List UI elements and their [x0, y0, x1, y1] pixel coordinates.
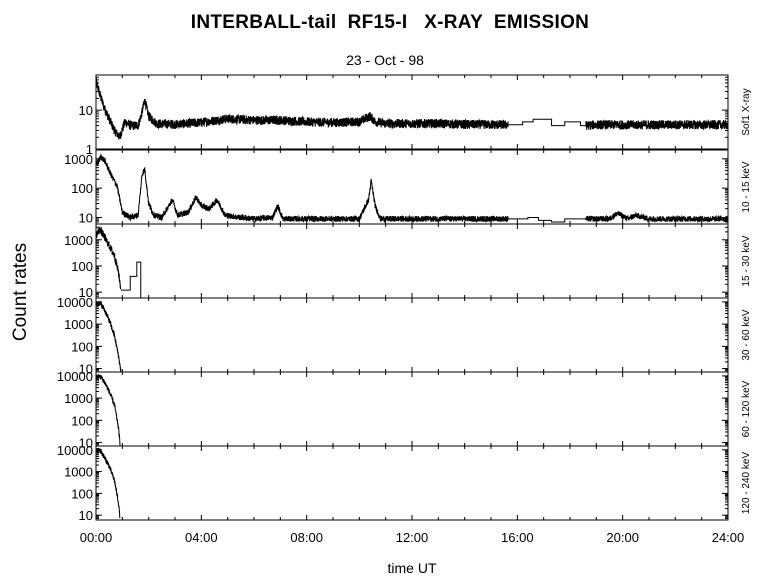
- y-tick-label: 10: [79, 210, 93, 225]
- y-tick-label: 10000: [57, 443, 93, 458]
- series-step-3: [121, 261, 142, 298]
- channel-label: Sof1 X-ray: [741, 88, 752, 135]
- series-segment-1: [585, 119, 729, 131]
- x-tick-label: 12:00: [396, 530, 429, 545]
- y-tick-label: 1: [86, 142, 93, 157]
- series-step-1: [508, 118, 586, 127]
- channel-label: 15 - 30 keV: [741, 235, 752, 286]
- y-tick-label: 10: [79, 508, 93, 523]
- panel-frame-6: [95, 445, 729, 521]
- panel-frame-2: [95, 149, 729, 225]
- panel-frame-1: [95, 74, 729, 150]
- series-line-6: [95, 447, 121, 519]
- series-segment-2: [585, 211, 729, 224]
- y-tick-label: 100: [71, 339, 93, 354]
- channel-label: 120 - 240 keV: [741, 452, 752, 515]
- x-tick-label: 04:00: [185, 530, 218, 545]
- panel-frame-5: [95, 371, 729, 447]
- y-axis-title: Count rates: [10, 243, 31, 341]
- y-tick-label: 100: [71, 259, 93, 274]
- y-tick-label: 1000: [64, 465, 93, 480]
- channel-label: 60 - 120 keV: [741, 380, 752, 437]
- series-line-2: [95, 153, 509, 224]
- y-tick-label: 10: [79, 285, 93, 300]
- x-tick-label: 00:00: [80, 530, 113, 545]
- y-tick-label: 1000: [64, 391, 93, 406]
- x-tick-label: 24:00: [712, 530, 745, 545]
- y-tick-label: 1000: [64, 233, 93, 248]
- chart-subtitle: 23 - Oct - 98: [346, 52, 424, 68]
- series-line-5: [95, 374, 121, 447]
- series-line-3: [95, 226, 122, 290]
- y-tick-label: 10: [79, 362, 93, 377]
- panel-frame-3: [95, 223, 729, 299]
- y-tick-label: 10: [79, 103, 93, 118]
- channel-label: 10 - 15 keV: [741, 161, 752, 212]
- y-tick-label: 100: [71, 181, 93, 196]
- y-tick-label: 10: [79, 436, 93, 451]
- chart-title: INTERBALL-tail RF15-I X-RAY EMISSION: [190, 12, 590, 33]
- series-line-4: [95, 300, 122, 373]
- y-tick-label: 100: [71, 413, 93, 428]
- x-tick-label: 20:00: [606, 530, 639, 545]
- x-tick-label: 16:00: [501, 530, 534, 545]
- channel-label: 30 - 60 keV: [741, 309, 752, 360]
- x-axis-title: time UT: [388, 560, 437, 576]
- y-tick-label: 10000: [57, 295, 93, 310]
- y-tick-label: 1000: [64, 152, 93, 167]
- y-tick-label: 100: [71, 486, 93, 501]
- x-tick-label: 08:00: [290, 530, 323, 545]
- panel-frame-4: [95, 297, 729, 373]
- series-line-1: [95, 78, 509, 140]
- y-tick-label: 10000: [57, 369, 93, 384]
- series-step-2: [508, 216, 586, 223]
- y-tick-label: 1000: [64, 317, 93, 332]
